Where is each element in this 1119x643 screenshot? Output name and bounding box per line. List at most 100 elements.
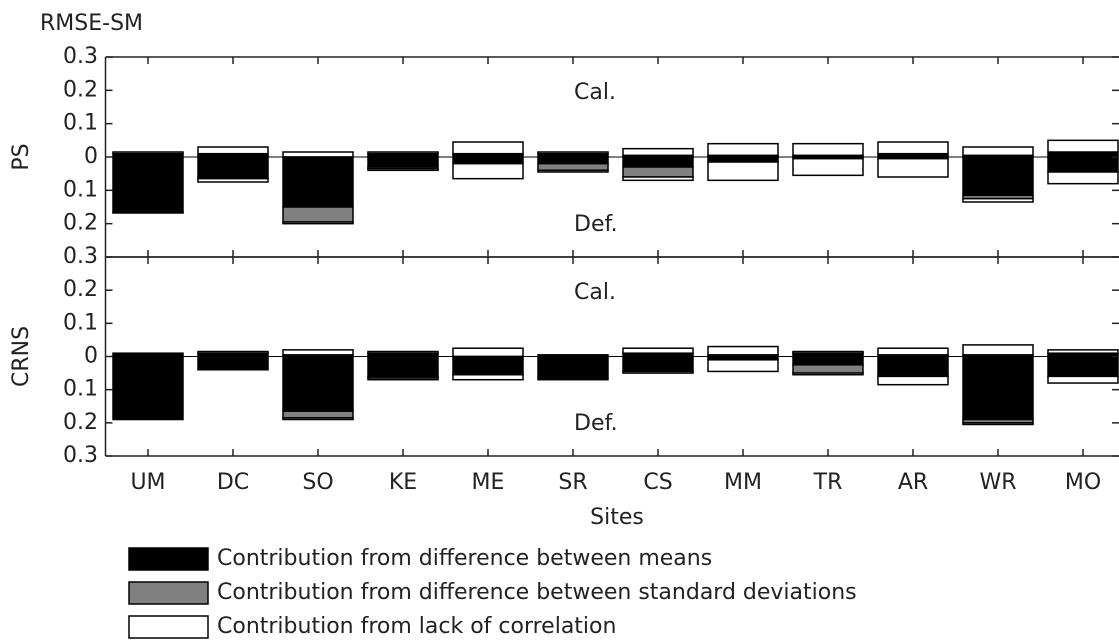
bar-segment <box>877 355 949 376</box>
bar-segment <box>367 355 439 378</box>
bar-segment <box>112 156 184 213</box>
bar-segment <box>112 211 184 214</box>
bar-segment <box>452 141 524 155</box>
bar-segment <box>367 377 439 381</box>
bar-segment <box>962 146 1034 157</box>
y-tick-label: 0.2 <box>63 277 98 302</box>
legend-label: Contribution from difference between sta… <box>217 580 857 605</box>
annotation: Def. <box>574 212 618 237</box>
y-tick-label: 0.2 <box>63 211 98 236</box>
bar-segment <box>367 151 439 155</box>
panel <box>105 139 1119 225</box>
bar-segment <box>877 347 949 356</box>
bar-segment <box>537 162 609 172</box>
bar-segment <box>707 142 779 157</box>
legend-swatch <box>128 547 209 571</box>
y-tick-label: 0.2 <box>63 410 98 435</box>
bar-segment <box>537 151 609 155</box>
x-axis-label: Sites <box>590 505 644 530</box>
bar-segment <box>792 372 864 376</box>
bar-segment <box>452 347 524 358</box>
bar-segment <box>962 156 1034 197</box>
bar-segment <box>197 355 269 371</box>
bar-segment <box>792 350 864 354</box>
bar-segment <box>537 355 609 381</box>
bar-segment <box>282 355 354 412</box>
y-tick-label: 0.1 <box>63 177 98 202</box>
bar-segment <box>962 197 1034 203</box>
bar-segment <box>707 345 779 356</box>
y-tick-label: 0.3 <box>63 44 98 69</box>
y-tick-label: 0.1 <box>63 310 98 335</box>
x-tick-label: SR <box>558 470 587 495</box>
bar-segment <box>622 370 694 374</box>
bar-segment <box>452 156 524 165</box>
bar-segment <box>962 422 1034 426</box>
bar-segment <box>197 146 269 155</box>
y-axis-label: PS <box>9 143 34 170</box>
x-tick-label: AR <box>898 470 928 495</box>
bar-segment <box>707 161 779 182</box>
y-tick-label: 0.3 <box>63 443 98 468</box>
bar-segment <box>792 364 864 374</box>
bar-segment <box>707 359 779 373</box>
bar-segment <box>1047 139 1119 153</box>
bar-segment <box>282 206 354 223</box>
bar-segment <box>877 375 949 386</box>
bar-segment <box>622 156 694 168</box>
bar-segment <box>452 355 524 376</box>
legend-swatch <box>128 581 209 605</box>
legend-swatch <box>128 615 209 639</box>
y-axis-label: CRNS <box>9 326 34 387</box>
x-tick-label: SO <box>302 470 333 495</box>
bar-segment <box>367 350 439 354</box>
annotation: Cal. <box>574 280 616 305</box>
x-tick-label: UM <box>130 470 165 495</box>
panel <box>105 344 1119 426</box>
bar-segment <box>367 167 439 172</box>
bar-segment <box>622 166 694 178</box>
bar-segment <box>452 162 524 180</box>
bar-segment <box>197 177 269 183</box>
bar-segment <box>622 147 694 157</box>
bar-segment <box>1047 375 1119 384</box>
legend-label: Contribution from lack of correlation <box>217 614 616 639</box>
bar-segment <box>1047 171 1119 185</box>
bar-segment <box>282 221 354 225</box>
bar-segment <box>452 373 524 381</box>
x-tick-label: DC <box>217 470 249 495</box>
bar-segment <box>197 350 269 354</box>
x-tick-label: MM <box>724 470 762 495</box>
y-tick-label: 0.1 <box>63 111 98 136</box>
bar-segment <box>197 156 269 180</box>
bar-segment <box>282 417 354 421</box>
bar-segment <box>707 156 779 163</box>
bar-segment <box>537 156 609 165</box>
y-tick-label: 0.1 <box>63 377 98 402</box>
bar-segment <box>1047 355 1119 378</box>
x-tick-label: CS <box>643 470 672 495</box>
bar-segment <box>962 344 1034 356</box>
x-tick-label: KE <box>389 470 417 495</box>
bar-segment <box>367 156 439 168</box>
bar-segment <box>792 157 864 177</box>
annotation: Def. <box>574 411 618 436</box>
legend-label: Contribution from difference between mea… <box>217 546 712 571</box>
annotation: Cal. <box>574 80 616 105</box>
bar-segment <box>282 349 354 356</box>
y-tick-label: 0 <box>84 144 98 169</box>
bar-segment <box>792 142 864 157</box>
bar-segment <box>622 176 694 182</box>
x-tick-label: ME <box>472 470 505 495</box>
bar-segment <box>622 347 694 354</box>
chart-title: RMSE-SM <box>40 11 143 36</box>
bar-segment <box>962 355 1034 421</box>
bar-segment <box>622 355 694 373</box>
x-tick-label: MO <box>1065 470 1101 495</box>
bar-segment <box>792 355 864 366</box>
bar-segment <box>537 169 609 173</box>
y-tick-label: 0.2 <box>63 77 98 102</box>
bar-segment <box>282 156 354 208</box>
bar-segment <box>282 410 354 419</box>
